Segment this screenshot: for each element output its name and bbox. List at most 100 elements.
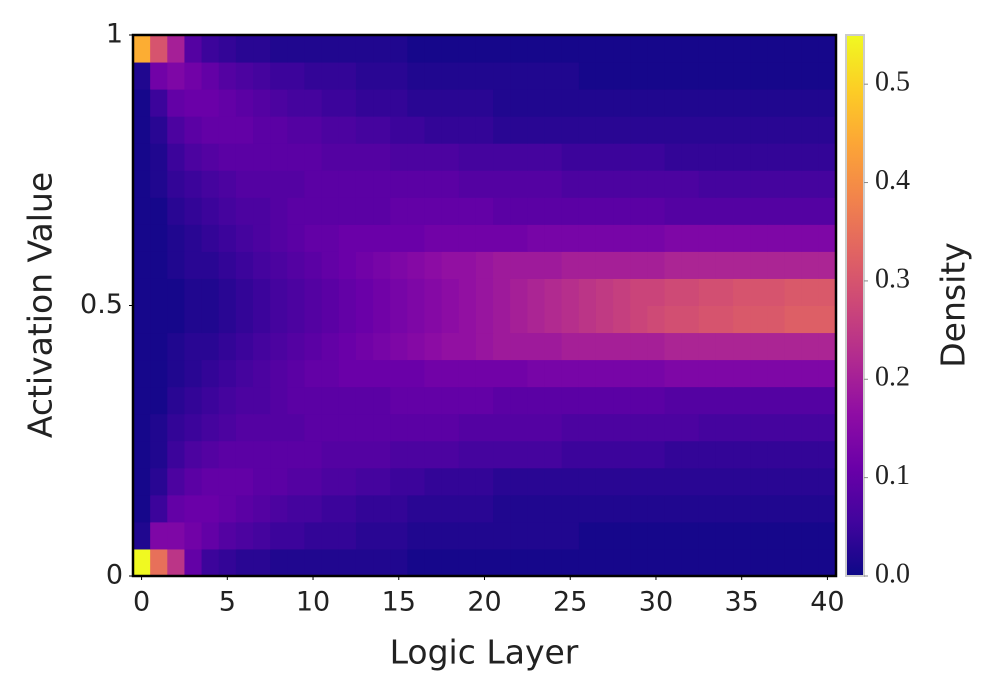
- heatmap-cell: [235, 251, 254, 279]
- heatmap-cell: [527, 89, 546, 117]
- heatmap-cell: [595, 116, 614, 144]
- heatmap-cell: [373, 224, 391, 252]
- heatmap-cell: [287, 467, 305, 496]
- heatmap-cell: [613, 548, 631, 577]
- heatmap-cell: [441, 143, 460, 171]
- heatmap-cell: [561, 332, 580, 361]
- heatmap-cell: [733, 116, 751, 144]
- heatmap-cell: [355, 467, 374, 496]
- heatmap-cell: [235, 170, 254, 198]
- heatmap-cell: [355, 332, 374, 361]
- heatmap-cell: [801, 440, 820, 469]
- heatmap-cell: [184, 386, 203, 415]
- heatmap-cell: [424, 35, 443, 63]
- heatmap-cell: [510, 224, 528, 252]
- heatmap-cell: [647, 359, 666, 388]
- heatmap-cell: [373, 62, 391, 90]
- heatmap-cell: [218, 548, 237, 577]
- heatmap-cell: [338, 278, 357, 306]
- heatmap-cell: [390, 413, 408, 442]
- heatmap-cell: [664, 440, 683, 469]
- heatmap-cell: [767, 197, 786, 225]
- heatmap-cell: [733, 548, 751, 577]
- heatmap-cell: [544, 359, 563, 388]
- heatmap-cell: [510, 413, 528, 442]
- heatmap-cell: [355, 440, 374, 469]
- heatmap-cell: [407, 89, 425, 117]
- heatmap-cell: [201, 170, 220, 198]
- heatmap-cell: [647, 440, 666, 469]
- heatmap-cell: [595, 494, 614, 523]
- heatmap-cell: [818, 521, 837, 550]
- heatmap-cell: [321, 359, 340, 388]
- heatmap-cell: [287, 197, 305, 225]
- heatmap-cell: [595, 332, 614, 361]
- heatmap-cell: [390, 197, 408, 225]
- heatmap-cell: [458, 494, 477, 523]
- heatmap-cell: [715, 89, 734, 117]
- heatmap-cell: [338, 413, 357, 442]
- heatmap-cell: [150, 62, 168, 90]
- heatmap-cell: [681, 440, 700, 469]
- heatmap-cell: [544, 89, 563, 117]
- heatmap-cell: [441, 170, 460, 198]
- heatmap-cell: [527, 143, 546, 171]
- heatmap-cell: [424, 305, 443, 334]
- heatmap-cell: [475, 386, 494, 415]
- heatmap-cell: [218, 170, 237, 198]
- heatmap-cell: [424, 278, 443, 306]
- heatmap-cell: [681, 386, 700, 415]
- heatmap-cell: [767, 413, 786, 442]
- heatmap-cell: [304, 143, 323, 171]
- heatmap-cell: [184, 197, 203, 225]
- heatmap-cell: [133, 521, 151, 550]
- heatmap-cell: [458, 35, 477, 63]
- heatmap-cell: [647, 548, 666, 577]
- heatmap-cell: [304, 467, 323, 496]
- heatmap-cell: [578, 251, 597, 279]
- heatmap-cell: [630, 521, 648, 550]
- heatmap-cell: [390, 224, 408, 252]
- heatmap-cell: [287, 386, 305, 415]
- heatmap-cell: [493, 521, 511, 550]
- heatmap-cell: [253, 197, 271, 225]
- heatmap-cell: [493, 413, 511, 442]
- heatmap-cell: [698, 332, 717, 361]
- heatmap-cell: [750, 332, 768, 361]
- heatmap-cell: [458, 413, 477, 442]
- heatmap-cell: [510, 62, 528, 90]
- heatmap-cell: [578, 35, 597, 63]
- heatmap-cell: [167, 35, 185, 63]
- heatmap-cell: [407, 278, 425, 306]
- heatmap-cell: [407, 116, 425, 144]
- heatmap-cell: [681, 251, 700, 279]
- heatmap-cell: [715, 467, 734, 496]
- heatmap-cell: [733, 251, 751, 279]
- heatmap-cell: [390, 440, 408, 469]
- heatmap-cell: [355, 359, 374, 388]
- heatmap-cell: [767, 440, 786, 469]
- heatmap-cell: [664, 305, 683, 334]
- heatmap-cell: [784, 170, 803, 198]
- heatmap-cell: [784, 305, 803, 334]
- heatmap-cell: [493, 170, 511, 198]
- heatmap-cell: [544, 440, 563, 469]
- heatmap-cell: [698, 440, 717, 469]
- heatmap-cell: [458, 197, 477, 225]
- heatmap-cell: [561, 170, 580, 198]
- heatmap-cell: [253, 521, 271, 550]
- heatmap-cell: [390, 143, 408, 171]
- heatmap-cell: [390, 386, 408, 415]
- colorbar-tick-label: 0.0: [875, 558, 910, 589]
- heatmap-cell: [733, 440, 751, 469]
- heatmap-cell: [613, 494, 631, 523]
- heatmap-cell: [373, 89, 391, 117]
- heatmap-cell: [818, 332, 837, 361]
- heatmap-cell: [664, 197, 683, 225]
- heatmap-cell: [578, 224, 597, 252]
- heatmap-cell: [818, 413, 837, 442]
- heatmap-cell: [510, 170, 528, 198]
- heatmap-cell: [218, 197, 237, 225]
- heatmap-cell: [493, 386, 511, 415]
